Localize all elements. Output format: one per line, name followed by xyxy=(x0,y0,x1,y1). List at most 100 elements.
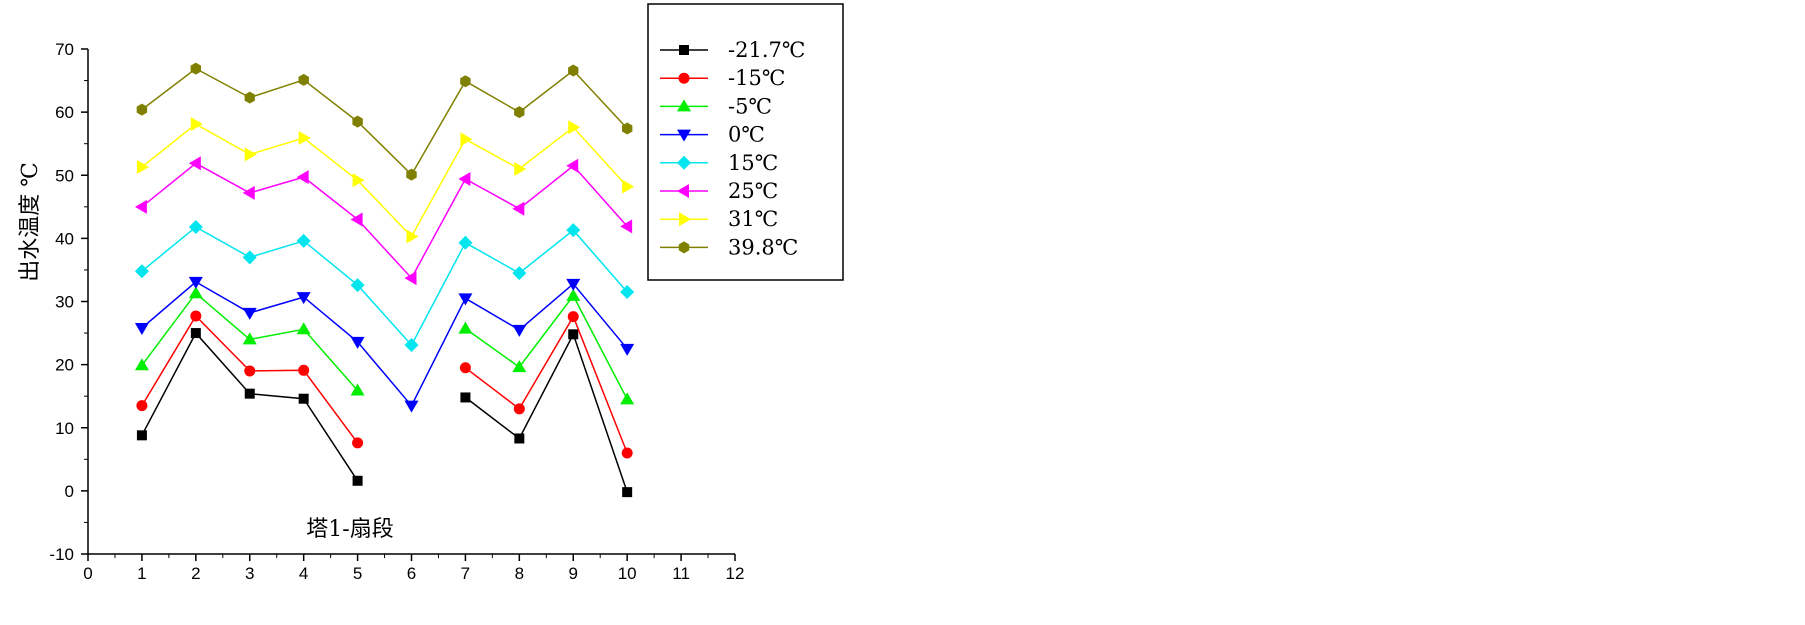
legend-label: 0℃ xyxy=(728,123,765,147)
data-point xyxy=(134,323,149,336)
x-axis-title: 塔1-扇段 xyxy=(306,517,393,542)
legend-entry: -21.7℃ xyxy=(660,38,805,62)
data-point xyxy=(242,250,257,265)
data-point xyxy=(566,278,581,291)
legend-label: 31℃ xyxy=(728,207,778,231)
x-tick-label: 6 xyxy=(407,564,416,583)
data-point xyxy=(188,220,203,235)
y-tick-label: 20 xyxy=(55,356,74,375)
y-axis-title: 出水温度 ℃ xyxy=(18,162,43,282)
data-point xyxy=(458,293,473,306)
x-tick-label: 8 xyxy=(515,564,524,583)
series-line xyxy=(141,123,628,238)
x-tick-label: 4 xyxy=(299,564,308,583)
y-tick-label: -10 xyxy=(49,545,74,564)
data-point xyxy=(296,233,311,248)
data-point xyxy=(298,393,309,404)
data-point xyxy=(190,328,201,339)
legend-marker xyxy=(679,212,691,227)
x-tick-label: 12 xyxy=(726,564,745,583)
x-tick-label: 7 xyxy=(461,564,470,583)
y-tick-label: 70 xyxy=(55,40,74,59)
y-tick-label: 50 xyxy=(55,166,74,185)
data-point xyxy=(406,168,417,181)
data-point xyxy=(621,447,633,459)
legend-entry: 39.8℃ xyxy=(660,235,798,259)
data-point xyxy=(622,179,635,194)
series--15℃ xyxy=(136,310,633,459)
series-line xyxy=(141,280,628,408)
series-0℃ xyxy=(134,276,635,413)
data-point xyxy=(460,392,471,403)
data-point xyxy=(514,161,527,176)
data-point xyxy=(568,329,579,340)
data-point xyxy=(244,388,255,399)
legend: -21.7℃ -15℃ -5℃ 0℃ 15℃ 25℃ 31℃ 39.8℃ xyxy=(647,3,844,281)
data-point xyxy=(242,307,257,320)
legend-entry: 0℃ xyxy=(660,123,765,147)
data-point xyxy=(568,120,581,135)
data-point xyxy=(622,122,633,135)
data-point xyxy=(568,64,579,77)
series-line xyxy=(464,332,628,493)
x-tick-label: 9 xyxy=(569,564,578,583)
x-tick-label: 3 xyxy=(245,564,254,583)
data-point xyxy=(350,336,365,349)
data-point xyxy=(350,212,363,227)
data-point xyxy=(134,264,149,279)
series--21.7℃ xyxy=(136,328,633,498)
legend-entry: 31℃ xyxy=(660,207,778,231)
legend-label: 15℃ xyxy=(728,151,778,175)
series-25℃ xyxy=(134,156,633,286)
y-tick-label: 30 xyxy=(55,293,74,312)
data-point xyxy=(350,383,365,396)
data-point xyxy=(512,324,527,337)
data-point xyxy=(459,362,471,374)
x-tick-label: 5 xyxy=(353,564,362,583)
x-tick-label: 2 xyxy=(191,564,200,583)
data-point xyxy=(296,292,311,305)
data-point xyxy=(458,321,473,334)
legend-marker xyxy=(678,72,690,84)
y-tick-label: 40 xyxy=(55,229,74,248)
data-point xyxy=(514,433,525,444)
data-point xyxy=(242,185,255,200)
data-point xyxy=(136,430,147,441)
data-point xyxy=(298,73,309,86)
data-point xyxy=(567,311,579,323)
data-point xyxy=(190,117,203,132)
data-point xyxy=(134,199,147,214)
data-point xyxy=(620,343,635,356)
legend-label: 25℃ xyxy=(728,179,778,203)
series-line xyxy=(141,162,628,280)
data-point xyxy=(190,310,202,322)
x-tick-label: 0 xyxy=(83,564,92,583)
data-point xyxy=(512,201,525,216)
data-point xyxy=(620,285,635,300)
data-point xyxy=(566,158,579,173)
y-tick-label: 10 xyxy=(55,419,74,438)
legend-entry: 15℃ xyxy=(660,151,778,175)
data-point xyxy=(458,235,473,250)
legend-label: -21.7℃ xyxy=(728,38,805,62)
series-31℃ xyxy=(136,117,635,244)
data-point xyxy=(242,332,257,345)
data-point xyxy=(352,475,363,486)
legend-label: -5℃ xyxy=(728,94,772,118)
y-tick-label: 0 xyxy=(65,482,74,501)
data-point xyxy=(136,400,148,412)
data-point xyxy=(566,288,581,301)
data-point xyxy=(350,278,365,293)
data-point xyxy=(404,271,417,286)
data-point xyxy=(298,131,311,146)
legend-marker xyxy=(677,184,689,198)
data-point xyxy=(244,365,256,377)
data-point xyxy=(512,266,527,281)
data-point xyxy=(190,62,201,75)
legend-marker xyxy=(679,45,689,55)
data-point xyxy=(136,160,149,175)
legend-label: -15℃ xyxy=(728,66,785,90)
legend-marker xyxy=(677,99,691,112)
plot-area xyxy=(134,62,635,498)
